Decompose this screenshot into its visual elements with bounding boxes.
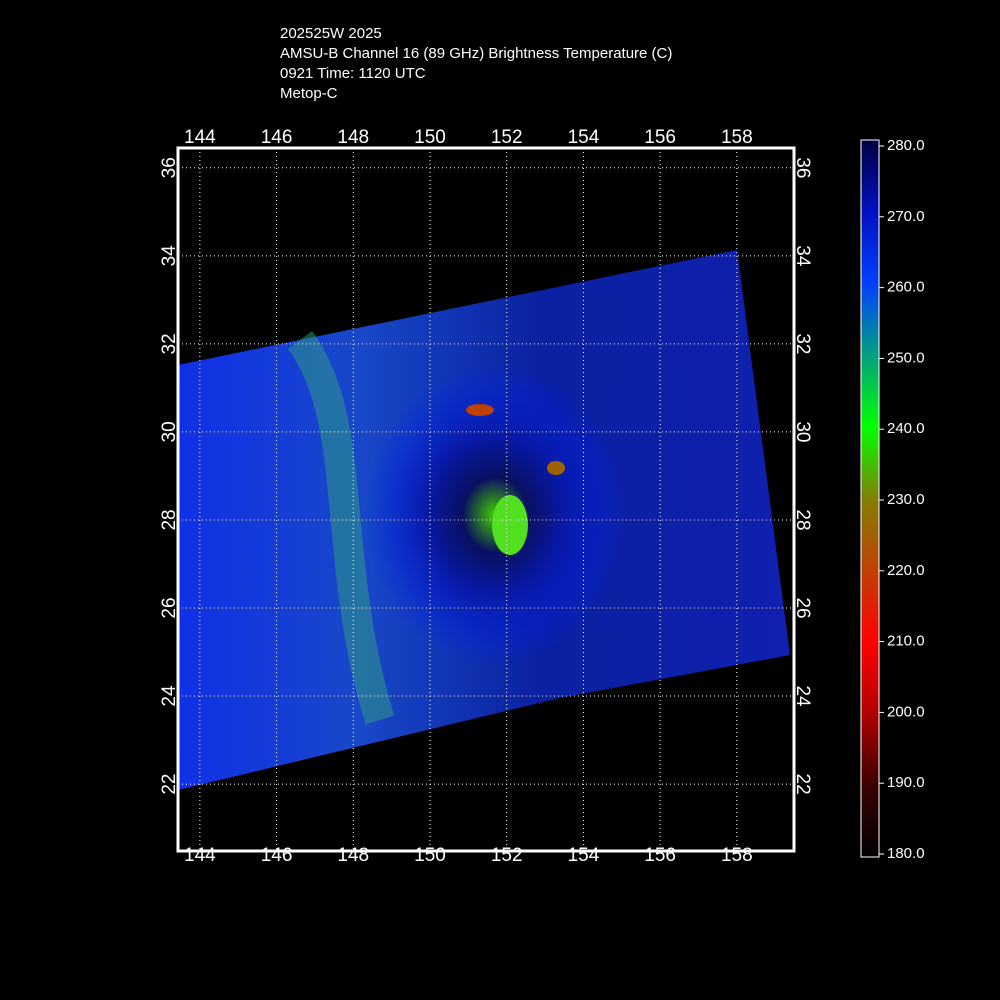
x-tick-label: 152 [491,845,523,866]
y-tick-label: 28 [792,509,813,530]
x-tick-label: 144 [184,127,216,148]
title-line: 202525W 2025 [280,25,382,42]
colorbar-label: 200.0 [887,703,925,720]
colorbar-label: 280.0 [887,137,925,154]
title-block: 202525W 2025 AMSU-B Channel 16 (89 GHz) … [280,25,672,102]
colorbar-label: 270.0 [887,208,925,225]
x-tick-label: 154 [568,127,600,148]
x-tick-label: 146 [261,845,293,866]
x-tick-label: 150 [414,127,446,148]
y-tick-label: 32 [792,333,813,354]
y-tick-label: 34 [792,245,813,267]
y-tick-label: 22 [159,774,180,795]
y-tick-label: 36 [792,157,813,178]
x-tick-label: 156 [644,845,676,866]
eyewall [492,495,528,555]
x-tick-label: 156 [644,127,676,148]
colorbar-label: 220.0 [887,562,925,579]
x-tick-label: 144 [184,845,216,866]
x-tick-label: 158 [721,845,753,866]
colorbar-label: 250.0 [887,349,925,366]
y-tick-label: 30 [159,421,180,442]
x-tick-label: 152 [491,127,523,148]
colorbar-label: 210.0 [887,633,925,650]
colorbar-label: 190.0 [887,774,925,791]
y-tick-label: 36 [159,157,180,178]
y-tick-label: 32 [159,333,180,354]
x-tick-label: 148 [337,127,369,148]
convection [547,461,565,475]
convection [466,404,494,416]
y-tick-label: 22 [792,774,813,795]
x-tick-label: 150 [414,845,446,866]
colorbar-label: 180.0 [887,845,925,862]
frame [176,146,796,853]
y-tick-label: 28 [159,509,180,530]
title-line: Metop-C [280,85,338,102]
colorbar-label: 260.0 [887,279,925,296]
title-line: AMSU-B Channel 16 (89 GHz) Brightness Te… [280,45,672,62]
x-tick-label: 146 [261,127,293,148]
y-tick-label: 30 [792,421,813,442]
y-tick-label: 34 [159,245,180,267]
y-tick-label: 24 [792,685,813,707]
y-tick-label: 26 [159,597,180,618]
colorbar-label: 230.0 [887,491,925,508]
rainband [287,331,395,725]
grid [178,148,794,851]
x-tick-label: 154 [568,845,600,866]
colorbar [860,139,880,858]
title-line: 0921 Time: 1120 UTC [280,65,426,82]
x-tick-label: 158 [721,127,753,148]
y-tick-label: 24 [159,685,180,707]
colorbar-label: 240.0 [887,420,925,437]
x-tick-label: 148 [337,845,369,866]
y-tick-label: 26 [792,597,813,618]
